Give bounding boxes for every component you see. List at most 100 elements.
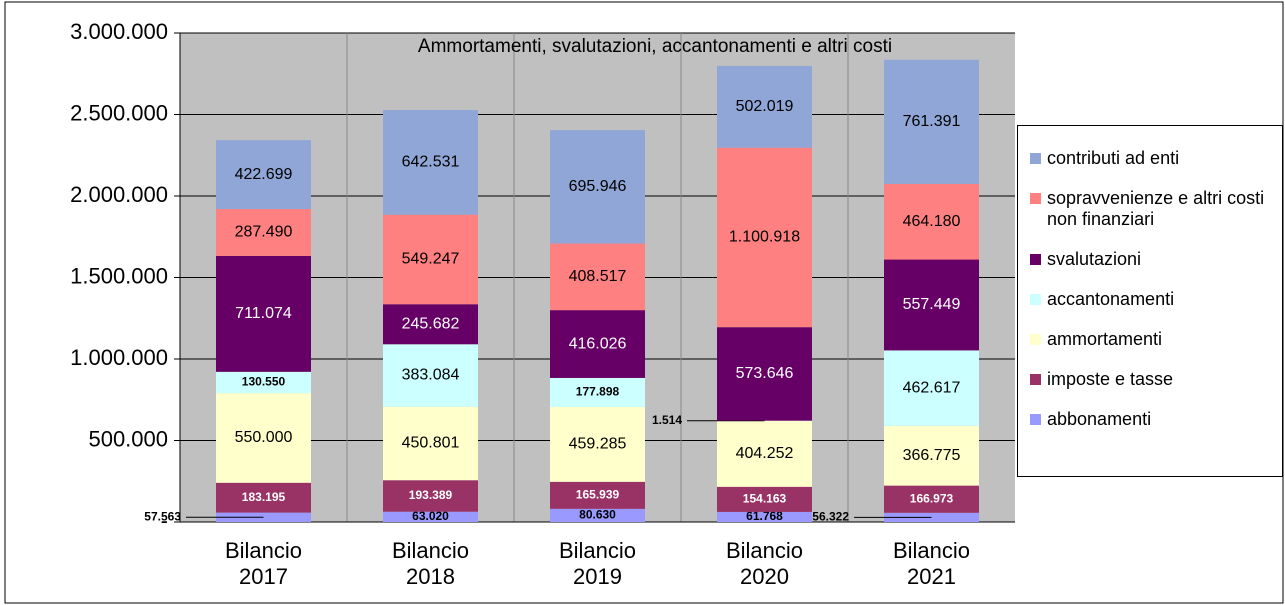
y-tick-label: 2.000.000: [70, 182, 168, 207]
data-label: 761.391: [903, 113, 961, 130]
data-label: 165.939: [576, 488, 620, 502]
bar-segment: [717, 65, 812, 148]
y-tick-label: -: [161, 508, 168, 533]
data-label: 459.285: [569, 436, 627, 453]
data-label: 642.531: [402, 154, 460, 171]
bar-segment: [216, 482, 311, 513]
bar-segment: [216, 209, 311, 256]
legend-label: accantonamenti: [1047, 289, 1175, 309]
chart-title: Ammortamenti, svalutazioni, accantonamen…: [418, 36, 892, 57]
y-tick-label: 1.000.000: [70, 345, 168, 370]
x-tick-label: Bilancio 2021: [892, 538, 971, 589]
data-label: 154.163: [743, 492, 787, 506]
legend-swatch: [1030, 374, 1041, 385]
bar-segment: [550, 130, 645, 244]
legend-label: imposte e tasse: [1047, 369, 1174, 389]
legend-swatch: [1030, 193, 1041, 204]
data-label: 408.517: [569, 268, 627, 285]
y-tick-label: 1.500.000: [70, 263, 168, 288]
legend-swatch: [1030, 153, 1041, 164]
data-label: 573.646: [736, 365, 794, 382]
data-label: 193.389: [409, 488, 453, 502]
data-label: 183.195: [242, 490, 286, 504]
x-tick-label: Bilancio 2017: [224, 538, 303, 589]
data-label: 80.630: [579, 508, 616, 522]
bar-segment: [216, 371, 311, 394]
data-label: 166.973: [910, 491, 954, 505]
legend: contributi ad enti sopravvenienze e altri…: [1017, 125, 1283, 477]
data-label: 57.563: [144, 509, 181, 523]
bar-segment: [383, 406, 478, 481]
bar-segment: [717, 486, 812, 512]
data-label: 550.000: [235, 429, 293, 446]
bar-segment: [383, 109, 478, 215]
bar-segment: [383, 511, 478, 522]
y-tick-label: 500.000: [88, 426, 168, 451]
legend-swatch: [1030, 294, 1041, 305]
bar-segment: [884, 485, 979, 513]
legend-item: imposte e tasse: [1030, 369, 1274, 390]
bar-segment: [216, 255, 311, 372]
legend-swatch: [1030, 334, 1041, 345]
bar-segment: [383, 344, 478, 407]
legend-item: ammortamenti: [1030, 329, 1274, 350]
bar-segment: [550, 406, 645, 482]
legend-swatch: [1030, 414, 1041, 425]
bar-segment: [717, 420, 812, 487]
legend-item: accantonamenti: [1030, 289, 1274, 310]
legend-swatch: [1030, 254, 1041, 265]
data-label: 245.682: [402, 315, 460, 332]
data-label: 287.490: [235, 224, 293, 241]
bar-segment: [884, 183, 979, 260]
data-label: 422.699: [235, 166, 293, 183]
bar-segment: [216, 393, 311, 483]
legend-label: svalutazioni: [1047, 249, 1142, 269]
frame: [4, 1, 1284, 604]
legend-item: svalutazioni: [1030, 249, 1274, 270]
y-tick-label: 2.500.000: [70, 100, 168, 125]
data-label: 549.247: [402, 251, 460, 268]
legend-item: contributi ad enti: [1030, 148, 1274, 169]
data-label: 450.801: [402, 435, 460, 452]
bar-segment: [717, 327, 812, 421]
bar-segment: [216, 140, 311, 210]
bar-segment: [717, 147, 812, 328]
legend-label: contributi ad enti: [1047, 148, 1180, 168]
bar-segment: [550, 481, 645, 509]
legend-label: ammortamenti: [1047, 329, 1163, 349]
bar-segment: [550, 377, 645, 407]
data-label: 695.946: [569, 178, 627, 195]
bar-segment: [383, 304, 478, 345]
bar-segment: [884, 259, 979, 351]
legend-item: abbonamenti: [1030, 409, 1274, 430]
data-label: 1.100.918: [729, 229, 800, 246]
bar-segment: [550, 310, 645, 378]
bar-segment: [383, 480, 478, 512]
bar-segment: [884, 59, 979, 184]
legend-item: sopravvenienze e altri costi non finanzi…: [1030, 188, 1274, 230]
data-label: 383.084: [402, 367, 460, 384]
data-label: 502.019: [736, 98, 794, 115]
bar-segment: [884, 350, 979, 426]
x-tick-label: Bilancio 2018: [391, 538, 470, 589]
bar-segment: [884, 425, 979, 486]
data-label: 404.252: [736, 445, 794, 462]
data-label: 366.775: [903, 447, 961, 464]
x-tick-label: Bilancio 2020: [725, 538, 804, 589]
data-label: 557.449: [903, 296, 961, 313]
data-label: 177.898: [576, 385, 620, 399]
data-label: 63.020: [412, 509, 449, 523]
data-label: 462.617: [903, 379, 961, 396]
data-label: 416.026: [569, 335, 627, 352]
data-label: 130.550: [242, 375, 286, 389]
data-label: 56.322: [812, 510, 849, 524]
bar-segment: [717, 511, 812, 522]
data-label: 464.180: [903, 213, 961, 230]
bar-segment: [550, 508, 645, 522]
legend-label: sopravvenienze e altri costi non finanzi…: [1047, 188, 1265, 229]
data-label: 711.074: [235, 305, 292, 322]
bar-segment: [383, 214, 478, 305]
legend-label: abbonamenti: [1047, 409, 1152, 429]
